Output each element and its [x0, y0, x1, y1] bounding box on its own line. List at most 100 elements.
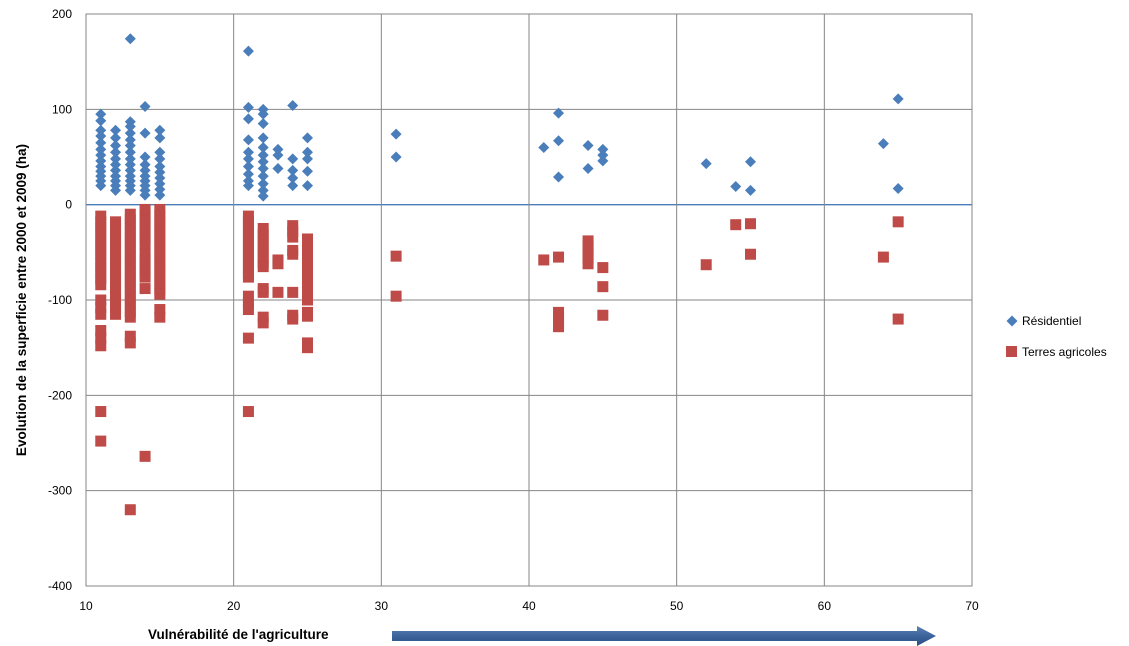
data-point-residentiel — [390, 128, 402, 140]
data-point-terres-agricoles — [95, 279, 107, 291]
data-point-terres-agricoles — [257, 245, 269, 257]
data-point-terres-agricoles — [892, 313, 904, 325]
data-point-terres-agricoles — [553, 321, 565, 333]
data-point-residentiel — [257, 141, 269, 153]
data-point-terres-agricoles — [745, 218, 756, 230]
data-point-residentiel — [110, 124, 122, 136]
data-point-terres-agricoles — [124, 208, 136, 220]
data-point-terres-agricoles — [110, 262, 122, 274]
data-point-terres-agricoles — [95, 250, 107, 262]
data-point-residentiel — [124, 33, 136, 45]
data-point-terres-agricoles — [302, 277, 313, 289]
data-point-terres-agricoles — [877, 251, 889, 263]
data-point-terres-agricoles — [287, 225, 299, 237]
data-point-terres-agricoles — [95, 294, 107, 306]
data-point-residentiel — [257, 178, 269, 190]
data-point-terres-agricoles — [110, 239, 122, 251]
data-point-terres-agricoles — [154, 288, 166, 300]
data-point-terres-agricoles — [257, 223, 269, 234]
data-point-terres-agricoles — [302, 283, 313, 295]
data-point-terres-agricoles — [242, 227, 254, 239]
data-point-residentiel — [257, 162, 269, 174]
data-point-terres-agricoles — [730, 219, 742, 231]
data-point-residentiel — [154, 161, 166, 173]
data-point-residentiel — [242, 101, 254, 113]
data-point-terres-agricoles — [154, 215, 166, 227]
data-point-terres-agricoles — [242, 222, 254, 234]
data-point-residentiel — [287, 164, 299, 176]
data-point-residentiel — [124, 184, 136, 196]
data-point-residentiel — [242, 113, 254, 125]
data-point-residentiel — [287, 172, 299, 184]
data-point-residentiel — [257, 132, 269, 144]
data-point-terres-agricoles — [302, 260, 313, 272]
data-point-residentiel — [597, 143, 609, 155]
x-tick-labels: 10 20 30 40 50 60 70 — [79, 599, 979, 613]
data-point-terres-agricoles — [154, 249, 166, 261]
data-point-terres-agricoles — [257, 228, 269, 240]
data-point-residentiel — [124, 153, 136, 165]
data-point-terres-agricoles — [892, 216, 904, 228]
data-point-terres-agricoles — [124, 237, 136, 249]
data-point-terres-agricoles — [154, 238, 166, 250]
data-point-residentiel — [110, 146, 122, 158]
data-point-terres-agricoles — [242, 406, 254, 418]
data-point-terres-agricoles — [597, 281, 609, 293]
data-point-terres-agricoles — [124, 311, 136, 323]
data-point-terres-agricoles — [242, 210, 254, 222]
series-terres-agricoles — [95, 203, 904, 516]
data-point-residentiel — [257, 170, 269, 182]
data-point-terres-agricoles — [95, 262, 107, 274]
data-point-terres-agricoles — [302, 294, 313, 306]
data-point-terres-agricoles — [154, 203, 166, 215]
data-point-residentiel — [124, 164, 136, 176]
y-tick-label: -400 — [48, 579, 72, 593]
data-point-residentiel — [745, 184, 756, 196]
data-point-residentiel — [124, 127, 136, 139]
data-point-terres-agricoles — [302, 265, 313, 277]
data-point-terres-agricoles — [582, 241, 594, 253]
data-point-terres-agricoles — [242, 239, 254, 251]
data-point-terres-agricoles — [124, 294, 136, 306]
data-point-terres-agricoles — [139, 209, 151, 221]
y-tick-labels: -400 -300 -200 -100 0 100 200 — [48, 7, 72, 593]
data-point-residentiel — [287, 153, 299, 165]
data-point-terres-agricoles — [154, 226, 166, 238]
data-point-residentiel — [110, 159, 122, 171]
data-point-terres-agricoles — [95, 302, 107, 314]
legend-label-residentiel: Résidentiel — [1022, 314, 1081, 328]
data-point-terres-agricoles — [553, 312, 565, 324]
y-tick-label: 100 — [52, 102, 72, 116]
data-point-terres-agricoles — [154, 311, 166, 323]
data-point-residentiel — [95, 137, 107, 149]
data-point-terres-agricoles — [110, 284, 122, 296]
data-point-terres-agricoles — [154, 221, 166, 233]
data-point-terres-agricoles — [139, 226, 151, 238]
data-point-residentiel — [139, 100, 151, 112]
x-tick-label: 70 — [965, 599, 979, 613]
data-point-residentiel — [287, 180, 299, 192]
data-point-terres-agricoles — [95, 216, 107, 228]
data-point-residentiel — [95, 180, 107, 192]
data-point-terres-agricoles — [553, 306, 565, 318]
data-point-terres-agricoles — [139, 254, 151, 266]
data-point-terres-agricoles — [110, 244, 122, 256]
data-point-residentiel — [124, 120, 136, 132]
data-point-residentiel — [154, 178, 166, 190]
data-point-residentiel — [730, 181, 742, 193]
data-point-terres-agricoles — [257, 286, 269, 298]
data-point-terres-agricoles — [124, 283, 136, 295]
data-point-residentiel — [242, 180, 254, 192]
x-axis-title: Vulnérabilité de l'agriculture — [148, 627, 329, 642]
data-point-terres-agricoles — [302, 239, 313, 251]
data-point-terres-agricoles — [242, 290, 254, 302]
data-point-residentiel — [745, 156, 756, 168]
data-point-residentiel — [582, 140, 594, 152]
data-point-residentiel — [139, 127, 151, 139]
data-point-terres-agricoles — [257, 234, 269, 246]
data-point-terres-agricoles — [257, 261, 269, 273]
x-tick-label: 30 — [375, 599, 389, 613]
y-tick-label: -100 — [48, 293, 72, 307]
data-point-terres-agricoles — [110, 302, 122, 314]
data-point-terres-agricoles — [95, 227, 107, 239]
